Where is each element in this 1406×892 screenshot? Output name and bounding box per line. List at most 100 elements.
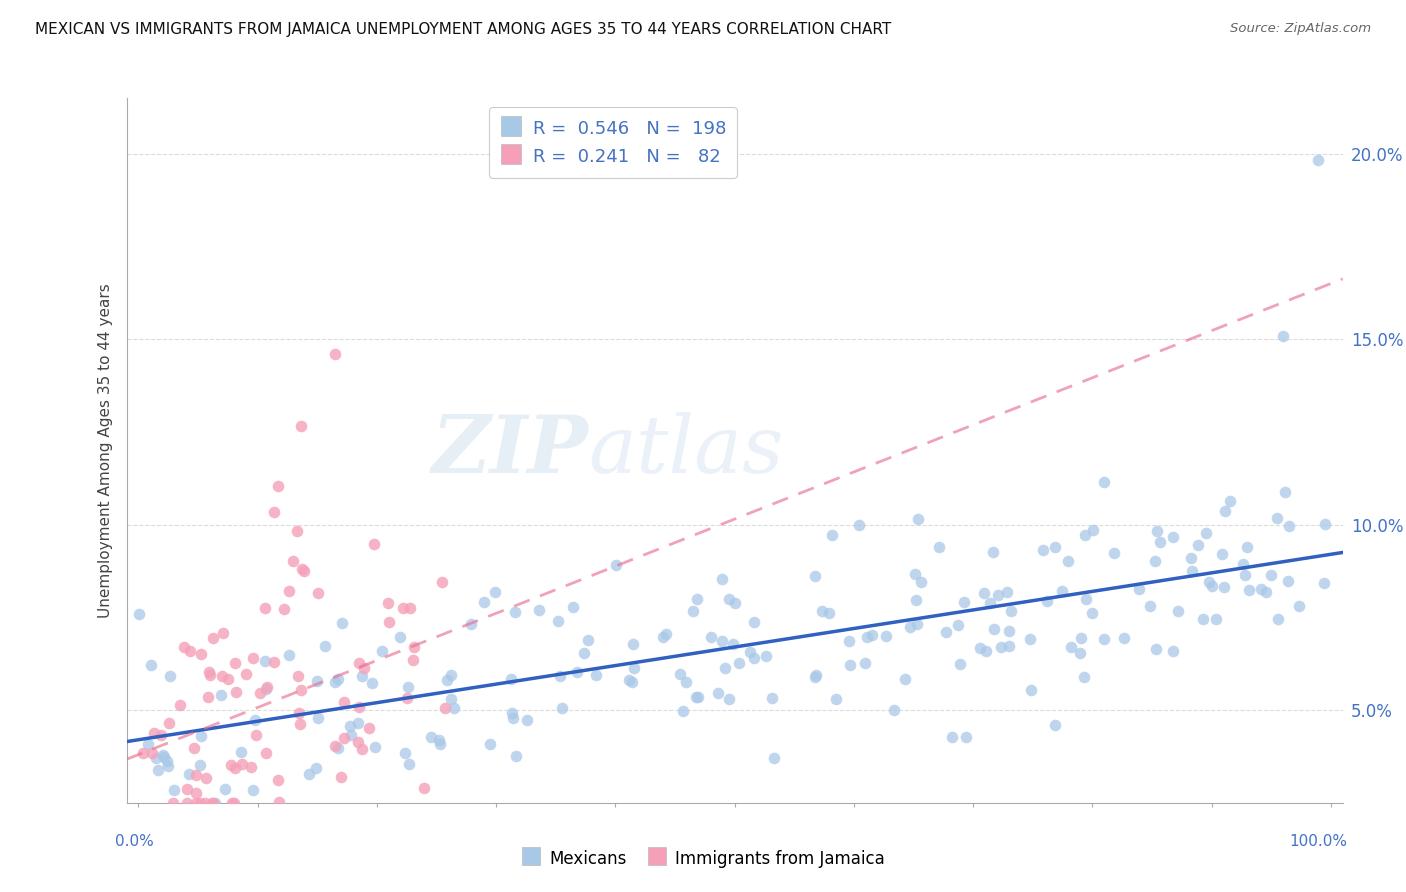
Point [176,796,198,810]
Point [804,568,827,582]
Point [330,770,353,784]
Point [217,672,239,686]
Point [893,672,915,686]
Point [169,698,191,712]
Point [1143,554,1166,568]
Point [1219,493,1241,508]
Point [179,767,201,781]
Point [605,558,627,572]
Point [328,741,350,756]
Point [371,644,394,658]
Point [363,537,385,551]
Point [551,701,574,715]
Point [256,681,278,695]
Point [717,691,740,706]
Point [195,771,218,785]
Point [190,729,212,743]
Point [1277,574,1299,588]
Point [472,595,495,609]
Point [235,666,257,681]
Point [1000,604,1022,618]
Point [396,691,419,706]
Point [1060,640,1083,654]
Point [848,518,870,533]
Point [333,731,356,746]
Point [1032,542,1054,557]
Point [1180,550,1202,565]
Point [285,524,308,538]
Legend: R =  0.546   N =  198, R =  0.241   N =   82: R = 0.546 N = 198, R = 0.241 N = 82 [489,107,737,178]
Point [547,614,569,628]
Point [1112,632,1135,646]
Point [287,668,309,682]
Point [562,600,585,615]
Point [565,665,588,679]
Point [197,665,219,679]
Point [1267,612,1289,626]
Point [714,660,737,674]
Point [853,656,876,670]
Point [225,684,247,698]
Point [278,584,301,599]
Point [898,620,921,634]
Point [194,796,217,810]
Point [501,706,523,720]
Point [290,682,312,697]
Point [1274,485,1296,500]
Point [1074,592,1097,607]
Point [484,584,506,599]
Point [821,528,844,542]
Point [434,701,457,715]
Point [987,588,1010,602]
Point [953,595,976,609]
Point [333,695,356,709]
Point [576,633,599,648]
Point [934,625,956,640]
Point [1250,582,1272,596]
Point [339,718,361,732]
Point [197,690,219,704]
Point [1192,612,1215,626]
Point [357,721,380,735]
Point [184,768,207,782]
Point [352,669,374,683]
Point [150,728,173,742]
Point [1019,632,1042,646]
Point [1146,524,1168,538]
Point [969,640,991,655]
Point [501,672,523,686]
Point [1213,504,1236,518]
Point [742,615,765,629]
Point [711,634,734,648]
Point [281,553,304,567]
Point [990,640,1012,655]
Text: 0.0%: 0.0% [115,834,155,848]
Point [443,700,465,714]
Point [1074,528,1097,542]
Point [1102,546,1125,560]
Point [143,726,166,740]
Point [145,751,167,765]
Point [402,640,425,654]
Point [1073,670,1095,684]
Point [173,640,195,655]
Point [763,750,786,764]
Point [1094,632,1116,646]
Point [527,603,550,617]
Point [430,574,453,589]
Point [148,763,170,777]
Point [981,545,1004,559]
Point [231,745,253,759]
Point [401,652,423,666]
Point [1271,329,1294,343]
Point [1052,584,1074,599]
Point [460,617,482,632]
Point [138,737,160,751]
Point [718,591,741,606]
Point [292,564,315,578]
Point [1265,511,1288,525]
Point [1205,612,1227,626]
Point [1057,554,1080,568]
Point [254,601,277,615]
Point [651,630,673,644]
